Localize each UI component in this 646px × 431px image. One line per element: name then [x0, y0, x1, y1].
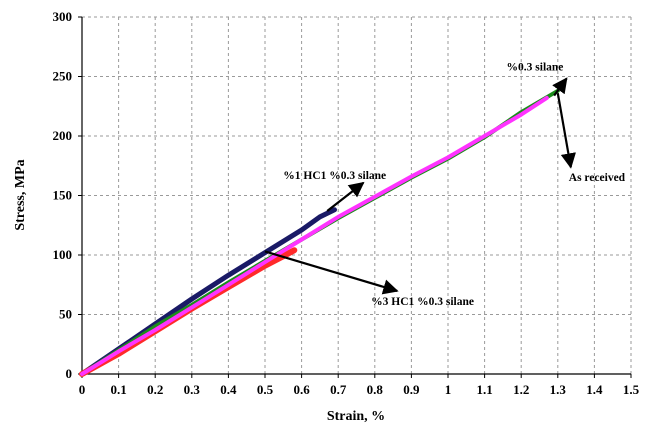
x-tick-label: 0 — [79, 382, 86, 397]
x-tick-label: 0.5 — [257, 382, 274, 397]
x-tick-label: 1.1 — [476, 382, 492, 397]
x-tick-label: 1 — [445, 382, 452, 397]
y-tick-label: 150 — [53, 188, 73, 203]
y-tick-label: 0 — [66, 366, 73, 381]
axes — [78, 16, 632, 378]
y-tick-label: 250 — [53, 69, 73, 84]
tick-labels: 0 0.1 0.2 0.3 0.4 0.5 0.6 0.7 0.8 0.9 1 1.1 1.2 1.3 1.… — [53, 9, 640, 397]
series-line-3 — [80, 95, 549, 376]
series-lines — [79, 88, 560, 377]
y-tick-label: 200 — [53, 128, 73, 143]
x-tick-label: 0.8 — [367, 382, 384, 397]
y-tick-label: 50 — [59, 307, 72, 322]
y-tick-label: 300 — [53, 9, 73, 24]
annotation-arrow-2 — [326, 181, 365, 212]
x-tick-label: 0.6 — [293, 382, 310, 397]
annotation-label-3: %3 HC1 %0.3 silane — [371, 296, 474, 308]
x-tick-label: 1.5 — [623, 382, 640, 397]
x-tick-label: 0.7 — [330, 382, 347, 397]
x-tick-label: 1.2 — [513, 382, 529, 397]
x-tick-label: 1.3 — [550, 382, 567, 397]
y-tick-label: 100 — [53, 247, 73, 262]
x-tick-label: 0.1 — [110, 382, 126, 397]
annotation-arrow-1 — [556, 92, 576, 169]
x-axis-title: Strain, % — [327, 409, 385, 424]
y-axis-title: Stress, MPa — [13, 159, 28, 230]
annotations: %0.3 silane As received %1 HC1 %0.3 silane… — [264, 62, 626, 308]
x-tick-label: 0.9 — [403, 382, 420, 397]
x-tick-label: 1.4 — [586, 382, 603, 397]
x-tick-label: 0.3 — [184, 382, 201, 397]
x-tick-label: 0.4 — [220, 382, 237, 397]
annotation-label-2: %1 HC1 %0.3 silane — [283, 170, 386, 182]
annotation-label-0: %0.3 silane — [507, 62, 564, 74]
annotation-arrow-0 — [552, 77, 568, 97]
x-tick-label: 0.2 — [147, 382, 163, 397]
annotation-arrow-3 — [264, 250, 399, 295]
annotation-label-1: As received — [569, 172, 626, 184]
